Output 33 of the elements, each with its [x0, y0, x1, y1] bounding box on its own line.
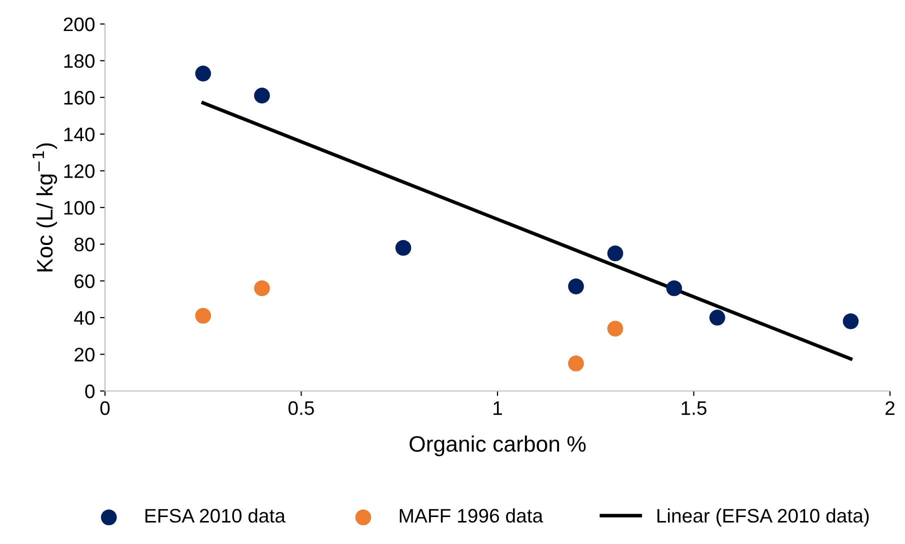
legend-label: Linear (EFSA 2010 data): [657, 508, 869, 526]
y-tick-label: 160: [64, 90, 95, 105]
point: [607, 245, 624, 262]
x-tick-label: 0.5: [288, 401, 314, 416]
y-tick-label: 0: [85, 384, 95, 398]
y-tick-label: 120: [64, 164, 95, 178]
point: [195, 66, 212, 82]
point: [195, 308, 212, 324]
y-tick-label: 100: [64, 200, 95, 215]
y-tick-label: 80: [74, 238, 95, 252]
legend-label: EFSA 2010 data: [145, 508, 286, 523]
legend-label: MAFF 1996 data: [400, 508, 544, 523]
x-axis-title: Organic carbon %: [410, 436, 586, 456]
point: [254, 280, 270, 296]
point: [709, 310, 726, 326]
y-tick-label: 40: [74, 311, 95, 325]
y-axis-title: Koc (L/ kg$^{−1}$): [32, 143, 58, 272]
point: [842, 313, 859, 330]
point: [395, 240, 412, 256]
y-tick-label: 200: [64, 17, 95, 32]
y-tick-label: 140: [64, 128, 95, 142]
point: [568, 356, 584, 372]
point: [568, 278, 584, 294]
point: [254, 88, 270, 104]
y-tick-label: 60: [74, 274, 95, 288]
x-tick-label: 0: [100, 401, 110, 416]
y-tick-label: 180: [64, 54, 95, 68]
x-tick-label: 2: [886, 401, 894, 415]
point: [666, 280, 682, 296]
x-tick-label: 1: [494, 401, 502, 415]
point: [607, 320, 624, 337]
x-tick-label: 1.5: [682, 401, 706, 416]
y-tick-label: 20: [74, 348, 95, 362]
